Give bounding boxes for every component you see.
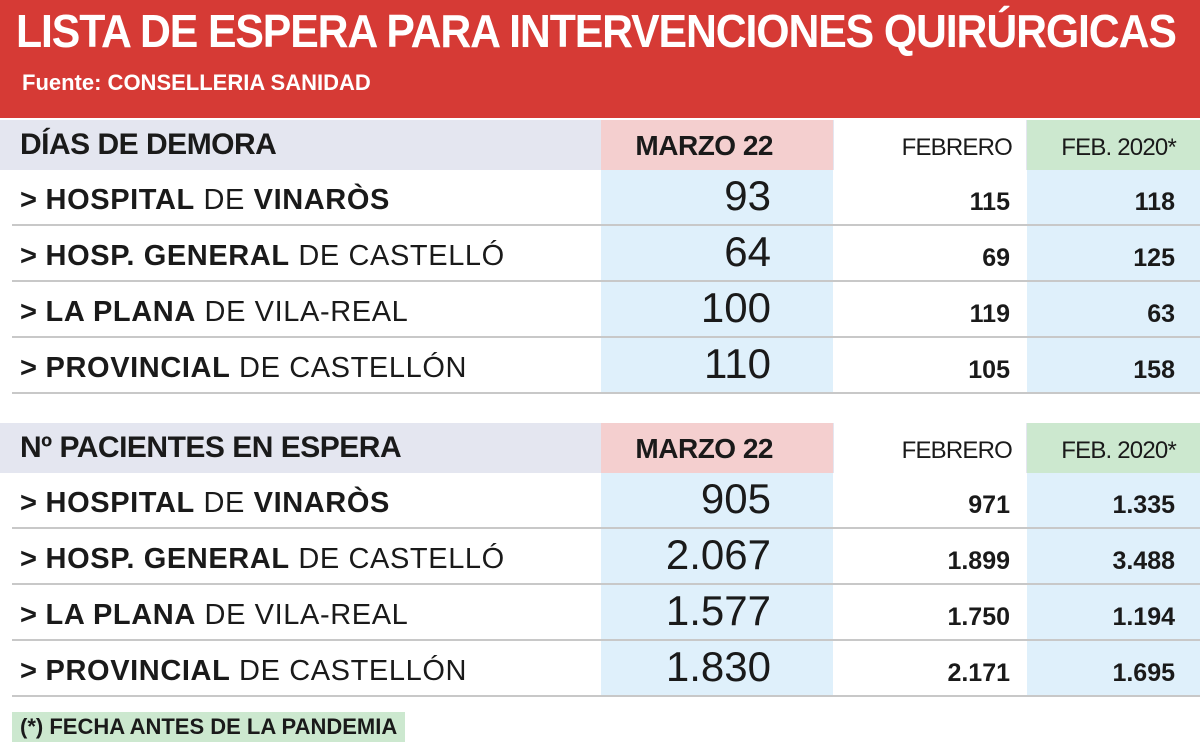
value-feb2020: 125 [1133, 244, 1175, 272]
column-header-febrero: FEBRERO [834, 423, 1026, 473]
source-label: Fuente: CONSELLERIA SANIDAD [22, 70, 371, 95]
section-header: DÍAS DE DEMORA MARZO 22 FEBRERO FEB. 202… [0, 120, 1200, 170]
table-row: > HOSP. GENERAL DE CASTELLÓ 2.067 1.899 3… [0, 529, 1200, 585]
chevron-right-icon: > [20, 240, 38, 272]
hospital-name: > HOSPITAL DE VINARÒS [20, 184, 390, 216]
value-marzo: 110 [704, 340, 771, 387]
column-header-feb2020: FEB. 2020* [1027, 423, 1200, 473]
hospital-name: > PROVINCIAL DE CASTELLÓN [20, 655, 468, 687]
value-febrero: 971 [968, 491, 1010, 519]
section-title: Nº PACIENTES EN ESPERA [20, 431, 402, 464]
row-divider [12, 639, 1200, 641]
feb2020-column-bg [1027, 170, 1200, 394]
section-header: Nº PACIENTES EN ESPERA MARZO 22 FEBRERO … [0, 423, 1200, 473]
value-marzo: 1.830 [665, 643, 771, 690]
table-row: > HOSP. GENERAL DE CASTELLÓ 64 69 125 [0, 226, 1200, 282]
value-febrero: 69 [982, 244, 1010, 272]
value-feb2020: 1.194 [1112, 603, 1175, 631]
row-divider [12, 392, 1200, 394]
header-banner: LISTA DE ESPERA PARA INTERVENCIONES QUIR… [0, 0, 1200, 118]
row-divider [12, 695, 1200, 697]
marzo-column-bg [601, 473, 833, 697]
row-divider [12, 280, 1200, 282]
chevron-right-icon: > [20, 599, 38, 631]
table-row: > LA PLANA DE VILA-REAL 100 119 63 [0, 282, 1200, 338]
value-feb2020: 118 [1134, 188, 1175, 216]
row-divider [12, 336, 1200, 338]
column-header-marzo: MARZO 22 [601, 120, 833, 170]
hospital-name: > PROVINCIAL DE CASTELLÓN [20, 352, 468, 384]
hospital-name: > LA PLANA DE VILA-REAL [20, 296, 409, 328]
value-marzo: 100 [700, 284, 771, 331]
chevron-right-icon: > [20, 487, 38, 519]
feb2020-column-bg [1027, 473, 1200, 697]
column-header-marzo: MARZO 22 [601, 423, 833, 473]
column-header-febrero: FEBRERO [834, 120, 1026, 170]
value-feb2020: 1.695 [1112, 659, 1175, 687]
value-febrero: 1.899 [947, 547, 1010, 575]
value-feb2020: 1.335 [1112, 491, 1175, 519]
hospital-name: > HOSPITAL DE VINARÒS [20, 487, 390, 519]
chevron-right-icon: > [20, 543, 38, 575]
value-marzo: 93 [724, 172, 771, 219]
value-marzo: 2.067 [665, 531, 771, 578]
table-row: > PROVINCIAL DE CASTELLÓN 110 105 158 [0, 338, 1200, 394]
value-febrero: 105 [968, 356, 1010, 384]
value-febrero: 2.171 [947, 659, 1010, 687]
hospital-name: > HOSP. GENERAL DE CASTELLÓ [20, 543, 505, 575]
value-feb2020: 158 [1133, 356, 1175, 384]
value-feb2020: 63 [1147, 300, 1175, 328]
table-row: > PROVINCIAL DE CASTELLÓN 1.830 2.171 1.6… [0, 641, 1200, 697]
page-title: LISTA DE ESPERA PARA INTERVENCIONES QUIR… [16, 5, 1177, 57]
table-row: > LA PLANA DE VILA-REAL 1.577 1.750 1.194 [0, 585, 1200, 641]
row-divider [12, 224, 1200, 226]
value-marzo: 1.577 [665, 587, 771, 634]
chevron-right-icon: > [20, 655, 38, 687]
value-feb2020: 3.488 [1112, 547, 1175, 575]
column-header-feb2020: FEB. 2020* [1027, 120, 1200, 170]
value-febrero: 115 [969, 188, 1010, 216]
value-febrero: 1.750 [947, 603, 1010, 631]
value-febrero: 119 [969, 300, 1010, 328]
value-marzo: 64 [724, 228, 771, 275]
chevron-right-icon: > [20, 296, 38, 328]
row-divider [12, 583, 1200, 585]
row-divider [12, 527, 1200, 529]
hospital-name: > LA PLANA DE VILA-REAL [20, 599, 409, 631]
chevron-right-icon: > [20, 184, 38, 216]
table-row: > HOSPITAL DE VINARÒS 905 971 1.335 [0, 473, 1200, 529]
table-row: > HOSPITAL DE VINARÒS 93 115 118 [0, 170, 1200, 226]
hospital-name: > HOSP. GENERAL DE CASTELLÓ [20, 240, 505, 272]
value-marzo: 905 [700, 475, 771, 522]
marzo-column-bg [601, 170, 833, 394]
footnote: (*) FECHA ANTES DE LA PANDEMIA [12, 712, 406, 742]
section-title: DÍAS DE DEMORA [20, 128, 277, 161]
chevron-right-icon: > [20, 352, 38, 384]
